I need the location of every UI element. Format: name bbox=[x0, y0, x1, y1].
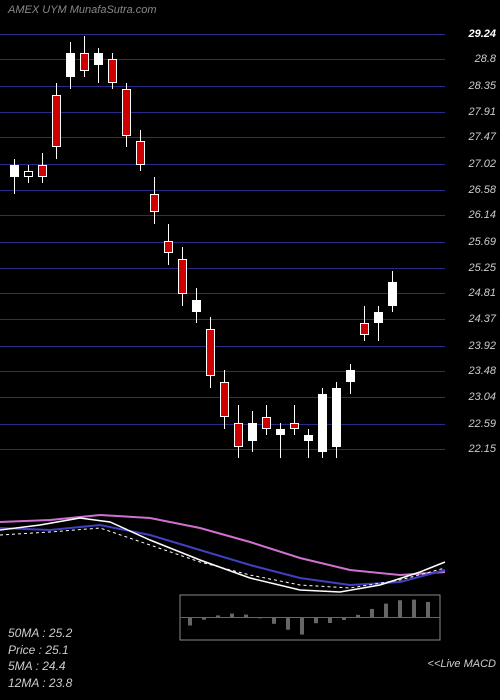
macd-histogram-bar bbox=[300, 618, 304, 635]
chart-header: AMEX UYM MunafaSutra.com bbox=[8, 4, 157, 16]
y-axis-label: 26.58 bbox=[468, 184, 496, 196]
price-chart[interactable] bbox=[0, 30, 445, 470]
macd-line-macd_dashed bbox=[0, 528, 445, 588]
macd-histogram-bar bbox=[384, 604, 388, 618]
gridline bbox=[0, 268, 445, 269]
gridline bbox=[0, 190, 445, 191]
macd-histogram-bar bbox=[286, 618, 290, 630]
y-axis-label: 27.47 bbox=[468, 131, 496, 143]
macd-line-ma50 bbox=[0, 515, 445, 575]
y-axis-label: 23.92 bbox=[468, 340, 496, 352]
y-axis-label: 23.48 bbox=[468, 365, 496, 377]
gridline bbox=[0, 34, 445, 35]
y-axis-label: 29.24 bbox=[468, 28, 496, 40]
gridline bbox=[0, 371, 445, 372]
y-axis-label: 24.37 bbox=[468, 313, 496, 325]
y-axis-label: 28.35 bbox=[468, 80, 496, 92]
y-axis-label: 27.02 bbox=[468, 158, 496, 170]
gridline bbox=[0, 449, 445, 450]
macd-histogram-bar bbox=[370, 609, 374, 618]
macd-histogram-bar bbox=[314, 618, 318, 624]
gridline bbox=[0, 346, 445, 347]
exchange-label: AMEX bbox=[8, 4, 39, 16]
ma5-info: 5MA : 24.4 bbox=[8, 658, 72, 675]
gridline bbox=[0, 164, 445, 165]
y-axis-label: 23.04 bbox=[468, 391, 496, 403]
y-axis-label: 27.91 bbox=[468, 106, 496, 118]
macd-histogram-bar bbox=[272, 618, 276, 624]
ma50-info: 50MA : 25.2 bbox=[8, 625, 72, 642]
gridline bbox=[0, 424, 445, 425]
macd-histogram-bar bbox=[328, 618, 332, 624]
gridline bbox=[0, 137, 445, 138]
y-axis-label: 25.69 bbox=[468, 236, 496, 248]
y-axis-label: 22.15 bbox=[468, 443, 496, 455]
gridline bbox=[0, 215, 445, 216]
price-info: Price : 25.1 bbox=[8, 642, 72, 659]
ticker-label: UYM bbox=[42, 4, 66, 16]
gridline bbox=[0, 293, 445, 294]
macd-live-label: <<Live MACD bbox=[428, 658, 496, 670]
macd-histogram-bar bbox=[188, 618, 192, 626]
y-axis-label: 26.14 bbox=[468, 209, 496, 221]
y-axis-label: 28.8 bbox=[475, 53, 496, 65]
y-axis-label: 24.81 bbox=[468, 287, 496, 299]
ma12-info: 12MA : 23.8 bbox=[8, 675, 72, 692]
gridline bbox=[0, 112, 445, 113]
y-axis-label: 22.59 bbox=[468, 418, 496, 430]
info-panel: 50MA : 25.2 Price : 25.1 5MA : 24.4 12MA… bbox=[8, 625, 72, 692]
gridline bbox=[0, 86, 445, 87]
y-axis-label: 25.25 bbox=[468, 262, 496, 274]
gridline bbox=[0, 242, 445, 243]
macd-histogram-bar bbox=[230, 614, 234, 618]
macd-svg bbox=[0, 500, 500, 660]
source-label: MunafaSutra.com bbox=[70, 4, 157, 16]
macd-histogram-bar bbox=[426, 602, 430, 618]
macd-histogram-bar bbox=[412, 600, 416, 618]
macd-histogram-bar bbox=[398, 600, 402, 617]
macd-chart[interactable] bbox=[0, 500, 500, 700]
